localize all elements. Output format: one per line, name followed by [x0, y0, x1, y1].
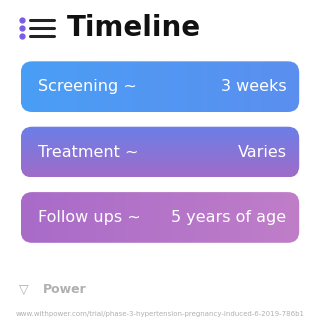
- Text: www.withpower.com/trial/phase-3-hypertension-pregnancy-induced-6-2019-786b1: www.withpower.com/trial/phase-3-hyperten…: [15, 311, 305, 317]
- Text: Timeline: Timeline: [67, 14, 201, 42]
- Text: 5 years of age: 5 years of age: [171, 210, 286, 225]
- Text: Screening ~: Screening ~: [38, 79, 137, 94]
- Text: Power: Power: [43, 283, 87, 296]
- Text: 3 weeks: 3 weeks: [221, 79, 286, 94]
- Text: Follow ups ~: Follow ups ~: [38, 210, 141, 225]
- Text: ▽: ▽: [19, 283, 29, 296]
- Text: Treatment ~: Treatment ~: [38, 145, 139, 160]
- Text: Varies: Varies: [237, 145, 286, 160]
